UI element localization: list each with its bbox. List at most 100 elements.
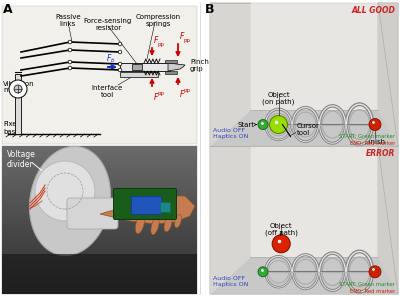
Text: Compression
springs: Compression springs <box>136 14 180 27</box>
Bar <box>2 272 197 276</box>
Bar <box>2 231 197 235</box>
Circle shape <box>118 68 122 72</box>
Text: Pinch
grip: Pinch grip <box>190 59 209 73</box>
Polygon shape <box>168 63 185 71</box>
Bar <box>120 72 158 77</box>
FancyBboxPatch shape <box>67 198 118 229</box>
FancyBboxPatch shape <box>2 6 197 144</box>
Bar <box>2 227 197 231</box>
Circle shape <box>9 80 27 98</box>
Bar <box>2 239 197 242</box>
Text: Audio OFF
Haptics ON: Audio OFF Haptics ON <box>213 128 248 139</box>
Text: F: F <box>154 93 158 102</box>
Ellipse shape <box>151 217 159 235</box>
Bar <box>2 216 197 220</box>
Bar <box>210 146 398 294</box>
Bar <box>2 254 197 294</box>
Bar <box>2 179 197 183</box>
Bar <box>2 253 197 257</box>
Bar <box>2 205 197 209</box>
Ellipse shape <box>30 147 110 256</box>
Text: ERROR: ERROR <box>366 149 395 158</box>
Text: START: Green marker: START: Green marker <box>339 134 395 139</box>
Bar <box>2 224 197 227</box>
Circle shape <box>369 266 381 278</box>
Bar <box>2 290 197 294</box>
Circle shape <box>68 66 72 70</box>
Text: pp: pp <box>157 42 164 47</box>
Bar <box>132 64 142 70</box>
Circle shape <box>118 50 122 54</box>
Circle shape <box>68 40 72 44</box>
Text: Force-sensing
resistor: Force-sensing resistor <box>84 18 132 31</box>
Bar <box>2 220 197 224</box>
Bar <box>2 176 197 179</box>
Bar <box>2 187 197 190</box>
Text: F: F <box>154 36 158 45</box>
Bar <box>2 283 197 287</box>
Bar <box>165 60 177 63</box>
Bar <box>2 257 197 261</box>
Bar <box>2 287 197 290</box>
Circle shape <box>258 120 268 130</box>
Bar <box>2 168 197 172</box>
Circle shape <box>68 60 72 64</box>
Circle shape <box>68 48 72 52</box>
Bar <box>2 165 197 168</box>
Bar <box>2 250 197 253</box>
Text: START: Green marker: START: Green marker <box>339 282 395 287</box>
Text: pp: pp <box>183 88 190 93</box>
Bar <box>250 3 378 110</box>
Bar <box>2 157 197 161</box>
Text: Voltage
divider: Voltage divider <box>7 150 36 169</box>
Bar <box>2 150 197 153</box>
FancyBboxPatch shape <box>131 196 161 214</box>
Circle shape <box>118 42 122 46</box>
Circle shape <box>369 119 381 131</box>
Ellipse shape <box>174 214 182 228</box>
Bar <box>120 63 170 71</box>
Text: ALL GOOD: ALL GOOD <box>351 6 395 15</box>
Polygon shape <box>378 3 398 146</box>
Polygon shape <box>378 146 398 294</box>
Text: END: Red marker: END: Red marker <box>350 141 395 146</box>
Circle shape <box>270 115 288 133</box>
Polygon shape <box>210 257 398 294</box>
Text: pp: pp <box>157 91 164 96</box>
Text: Object
(on path): Object (on path) <box>262 91 295 105</box>
Bar <box>2 279 197 283</box>
Bar <box>2 264 197 268</box>
Text: Fixed
base: Fixed base <box>3 121 21 134</box>
Bar <box>2 242 197 246</box>
Bar <box>250 146 378 257</box>
Text: F: F <box>180 32 184 41</box>
Bar <box>2 209 197 213</box>
Circle shape <box>272 235 290 253</box>
Bar <box>2 246 197 250</box>
Polygon shape <box>100 196 195 224</box>
Text: Vibration
motors: Vibration motors <box>3 81 35 94</box>
Bar <box>2 235 197 239</box>
Polygon shape <box>210 110 398 146</box>
Ellipse shape <box>135 214 145 234</box>
Circle shape <box>258 267 268 277</box>
Polygon shape <box>210 146 250 294</box>
Text: $F_b$: $F_b$ <box>106 52 116 65</box>
Text: F: F <box>180 90 184 99</box>
Text: Start: Start <box>238 122 255 128</box>
Bar <box>2 190 197 194</box>
Bar <box>210 3 398 146</box>
Bar <box>2 261 197 264</box>
FancyBboxPatch shape <box>114 189 176 220</box>
Bar <box>210 3 398 146</box>
Text: Interface
tool: Interface tool <box>91 85 123 98</box>
Text: Finish: Finish <box>365 139 385 144</box>
Bar <box>2 183 197 187</box>
Bar <box>2 202 197 205</box>
Text: pp: pp <box>183 38 190 43</box>
Bar <box>2 276 197 279</box>
Bar <box>210 146 398 294</box>
Bar <box>2 153 197 157</box>
Polygon shape <box>210 3 250 146</box>
Text: Audio OFF
Haptics ON: Audio OFF Haptics ON <box>213 276 248 287</box>
